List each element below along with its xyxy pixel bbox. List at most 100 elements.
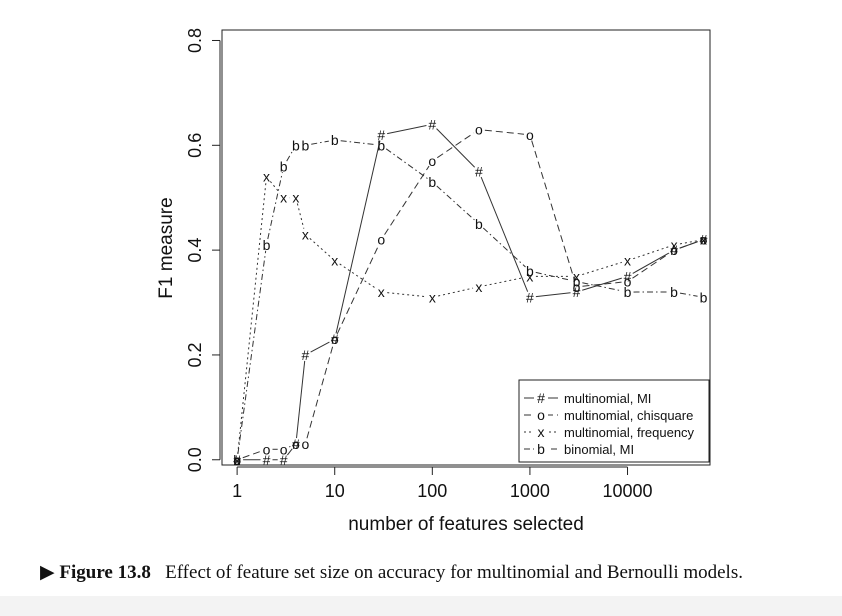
legend-marker-bg [534, 391, 548, 405]
data-point: x [573, 268, 580, 284]
series-line-segment [436, 128, 476, 168]
legend-marker-bg [534, 408, 548, 422]
data-point: b [428, 174, 436, 190]
series-line-segment [582, 281, 622, 287]
data-point: x [671, 237, 678, 253]
data-point: b [573, 274, 581, 290]
legend-label: multinomial, frequency [564, 425, 695, 440]
data-point: b [263, 237, 271, 253]
plot-frame [221, 29, 711, 466]
series-line-segment [484, 129, 525, 135]
data-point: x [280, 190, 287, 206]
data-point: # [624, 268, 632, 284]
data-point: # [377, 127, 385, 143]
data-point: # [428, 116, 436, 132]
series-line-segment [480, 176, 529, 292]
legend-marker: x [538, 424, 545, 440]
legend-box [518, 379, 710, 463]
legend-label: binomial, MI [564, 442, 634, 457]
data-point: b [700, 289, 708, 305]
series-line-segment [336, 244, 380, 334]
series-line-segment [335, 140, 381, 334]
series-line-segment [632, 253, 670, 279]
data-point: # [263, 452, 271, 468]
series-line-segment [482, 227, 526, 268]
data-point: o [573, 279, 581, 295]
series-line-segment [436, 185, 475, 221]
series-line-segment [242, 450, 262, 459]
data-point: # [280, 452, 288, 468]
series-line-segment [237, 250, 267, 454]
series-line-segment [237, 182, 267, 454]
series-line-segment [582, 277, 622, 291]
data-point: o [377, 232, 385, 248]
x-tick-label: 10 [325, 481, 345, 501]
series-line-segment [535, 292, 571, 298]
series-line-segment [387, 125, 427, 135]
series-line-segment [387, 292, 427, 298]
legend: # multinomial, MI o multinomial, chisquare x… [518, 379, 710, 463]
data-point: o [526, 127, 534, 143]
series-line-segment [310, 341, 330, 353]
figure-caption-text: Effect of feature set size on accuracy f… [165, 562, 743, 583]
data-point: o [301, 436, 309, 452]
legend-marker: # [537, 390, 545, 406]
axes: 1 10 100 1000 10000 0.0 0.2 0.4 0.6 0.8 [185, 28, 653, 501]
series-line-segment [306, 344, 334, 439]
data-point: # [233, 452, 241, 468]
data-point: x [624, 253, 631, 269]
series-line-segment [484, 277, 525, 287]
data-point: b [475, 216, 483, 232]
y-tick-label: 0.4 [185, 238, 205, 263]
y-tick-label: 0.2 [185, 342, 205, 367]
series-line-segment [339, 263, 377, 290]
data-point: b [301, 137, 309, 153]
data-point: x [700, 232, 707, 248]
series-line-segment [633, 246, 669, 260]
data-point: o [624, 274, 632, 290]
data-point: b [526, 263, 534, 279]
data-point: b [377, 137, 385, 153]
series-line-segment [437, 132, 475, 159]
data-point: # [292, 436, 300, 452]
x-tick-label: 100 [417, 481, 447, 501]
data-point: x [429, 289, 436, 305]
series-line-segment [679, 241, 698, 249]
data-point: x [263, 169, 270, 185]
series-line-segment [535, 271, 571, 281]
data-point: o [233, 452, 241, 468]
bottom-bar [0, 596, 842, 616]
series-line-segment [267, 172, 283, 240]
data-point: b [292, 137, 300, 153]
series-line-segment [384, 165, 430, 235]
data-point: b [331, 132, 339, 148]
legend-marker: o [537, 407, 545, 423]
data-point: o [292, 436, 300, 452]
data-point: x [292, 190, 299, 206]
figure-label: ▶ Figure 13.8 [40, 562, 151, 583]
series-line-segment [296, 360, 306, 439]
x-tick-label: 1 [232, 481, 242, 501]
data-point: # [475, 164, 483, 180]
data-point: b [670, 284, 678, 300]
legend-marker: b [537, 441, 545, 457]
legend-label: multinomial, chisquare [564, 408, 693, 423]
x-tick-label: 10000 [602, 481, 652, 501]
series-line-segment [531, 140, 576, 282]
series-line-segment [582, 261, 622, 276]
series-line-segment [289, 445, 291, 448]
y-tick-label: 0.8 [185, 28, 205, 53]
data-point: o [263, 441, 271, 457]
legend-label: multinomial, MI [564, 391, 651, 406]
data-point: o [700, 232, 708, 248]
data-point: o [280, 441, 288, 457]
figure-caption: ▶ Figure 13.8 Effect of feature set size… [40, 561, 830, 585]
series-line-segment [286, 448, 293, 456]
data-point: o [670, 242, 678, 258]
data-point: x [475, 279, 482, 295]
data-point: # [301, 347, 309, 363]
series-1: # # ######## #### [233, 116, 707, 467]
